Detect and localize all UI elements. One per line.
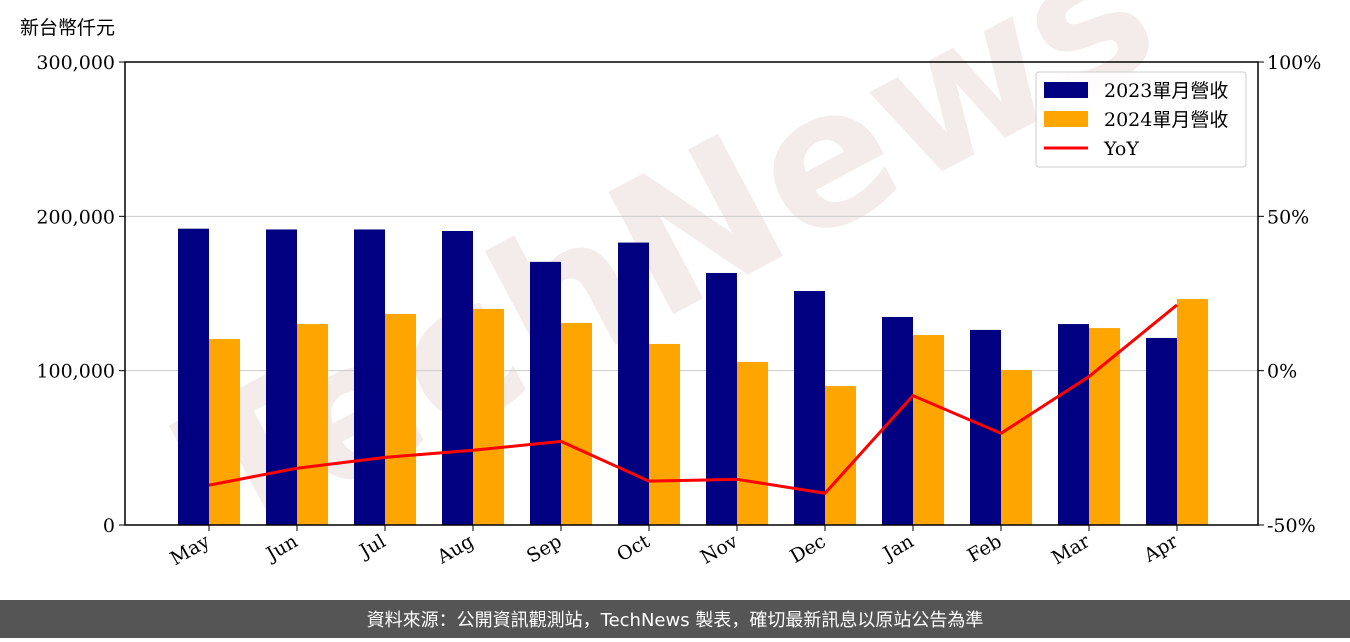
legend-swatch (1044, 111, 1088, 127)
y-tick-label: 300,000 (36, 52, 115, 74)
bar (442, 230, 473, 525)
bar (1089, 328, 1120, 525)
x-tick-label: Oct (613, 530, 654, 566)
y2-tick-label: 100% (1267, 52, 1321, 74)
bar (825, 386, 856, 525)
x-tick-label: Dec (786, 530, 829, 568)
bar (178, 228, 209, 525)
x-tick-label: Nov (697, 530, 742, 569)
footer-bar (0, 600, 1350, 638)
bar (913, 335, 944, 525)
bar (385, 314, 416, 525)
x-tick-label: Aug (433, 530, 478, 569)
bar (354, 229, 385, 525)
bar (1177, 299, 1208, 525)
legend-label: 2023單月營收 (1104, 80, 1228, 102)
y-axis-label: 新台幣仟元 (20, 17, 115, 39)
legend-swatch (1044, 82, 1088, 98)
bar (1001, 370, 1032, 525)
plot-frame (124, 61, 1259, 526)
bar (882, 316, 913, 525)
bar (794, 291, 825, 525)
bar (297, 324, 328, 525)
x-tick-label: Feb (964, 530, 1006, 567)
y-tick-label: 0 (103, 515, 115, 537)
y-tick-label: 100,000 (36, 361, 115, 383)
x-tick-label: Jul (354, 530, 389, 563)
bar (618, 242, 649, 525)
bar (737, 362, 768, 525)
bar (706, 272, 737, 525)
bar (1146, 337, 1177, 525)
bar (266, 229, 297, 525)
bar (209, 339, 240, 525)
y2-tick-label: 50% (1267, 206, 1309, 228)
x-tick-label: Mar (1048, 530, 1094, 569)
source-note: 資料來源：公開資訊觀測站，TechNews 製表，確切最新訊息以原站公告為準 (367, 610, 984, 631)
y2-tick-label: -50% (1267, 515, 1316, 537)
y2-tick-label: 0% (1267, 361, 1297, 383)
bar (649, 343, 680, 525)
x-tick-label: May (167, 530, 214, 570)
legend-box (1035, 71, 1247, 168)
x-tick-label: Sep (523, 530, 566, 567)
bar (530, 261, 561, 525)
x-tick-label: Jan (878, 530, 918, 566)
x-tick-label: Apr (1139, 530, 1182, 567)
y-tick-label: 200,000 (36, 206, 115, 228)
bar (473, 308, 504, 525)
legend-label: 2024單月營收 (1104, 109, 1228, 131)
line (208, 303, 1178, 495)
bar (561, 322, 592, 525)
legend-label: YoY (1103, 138, 1139, 160)
bar (1058, 324, 1089, 525)
